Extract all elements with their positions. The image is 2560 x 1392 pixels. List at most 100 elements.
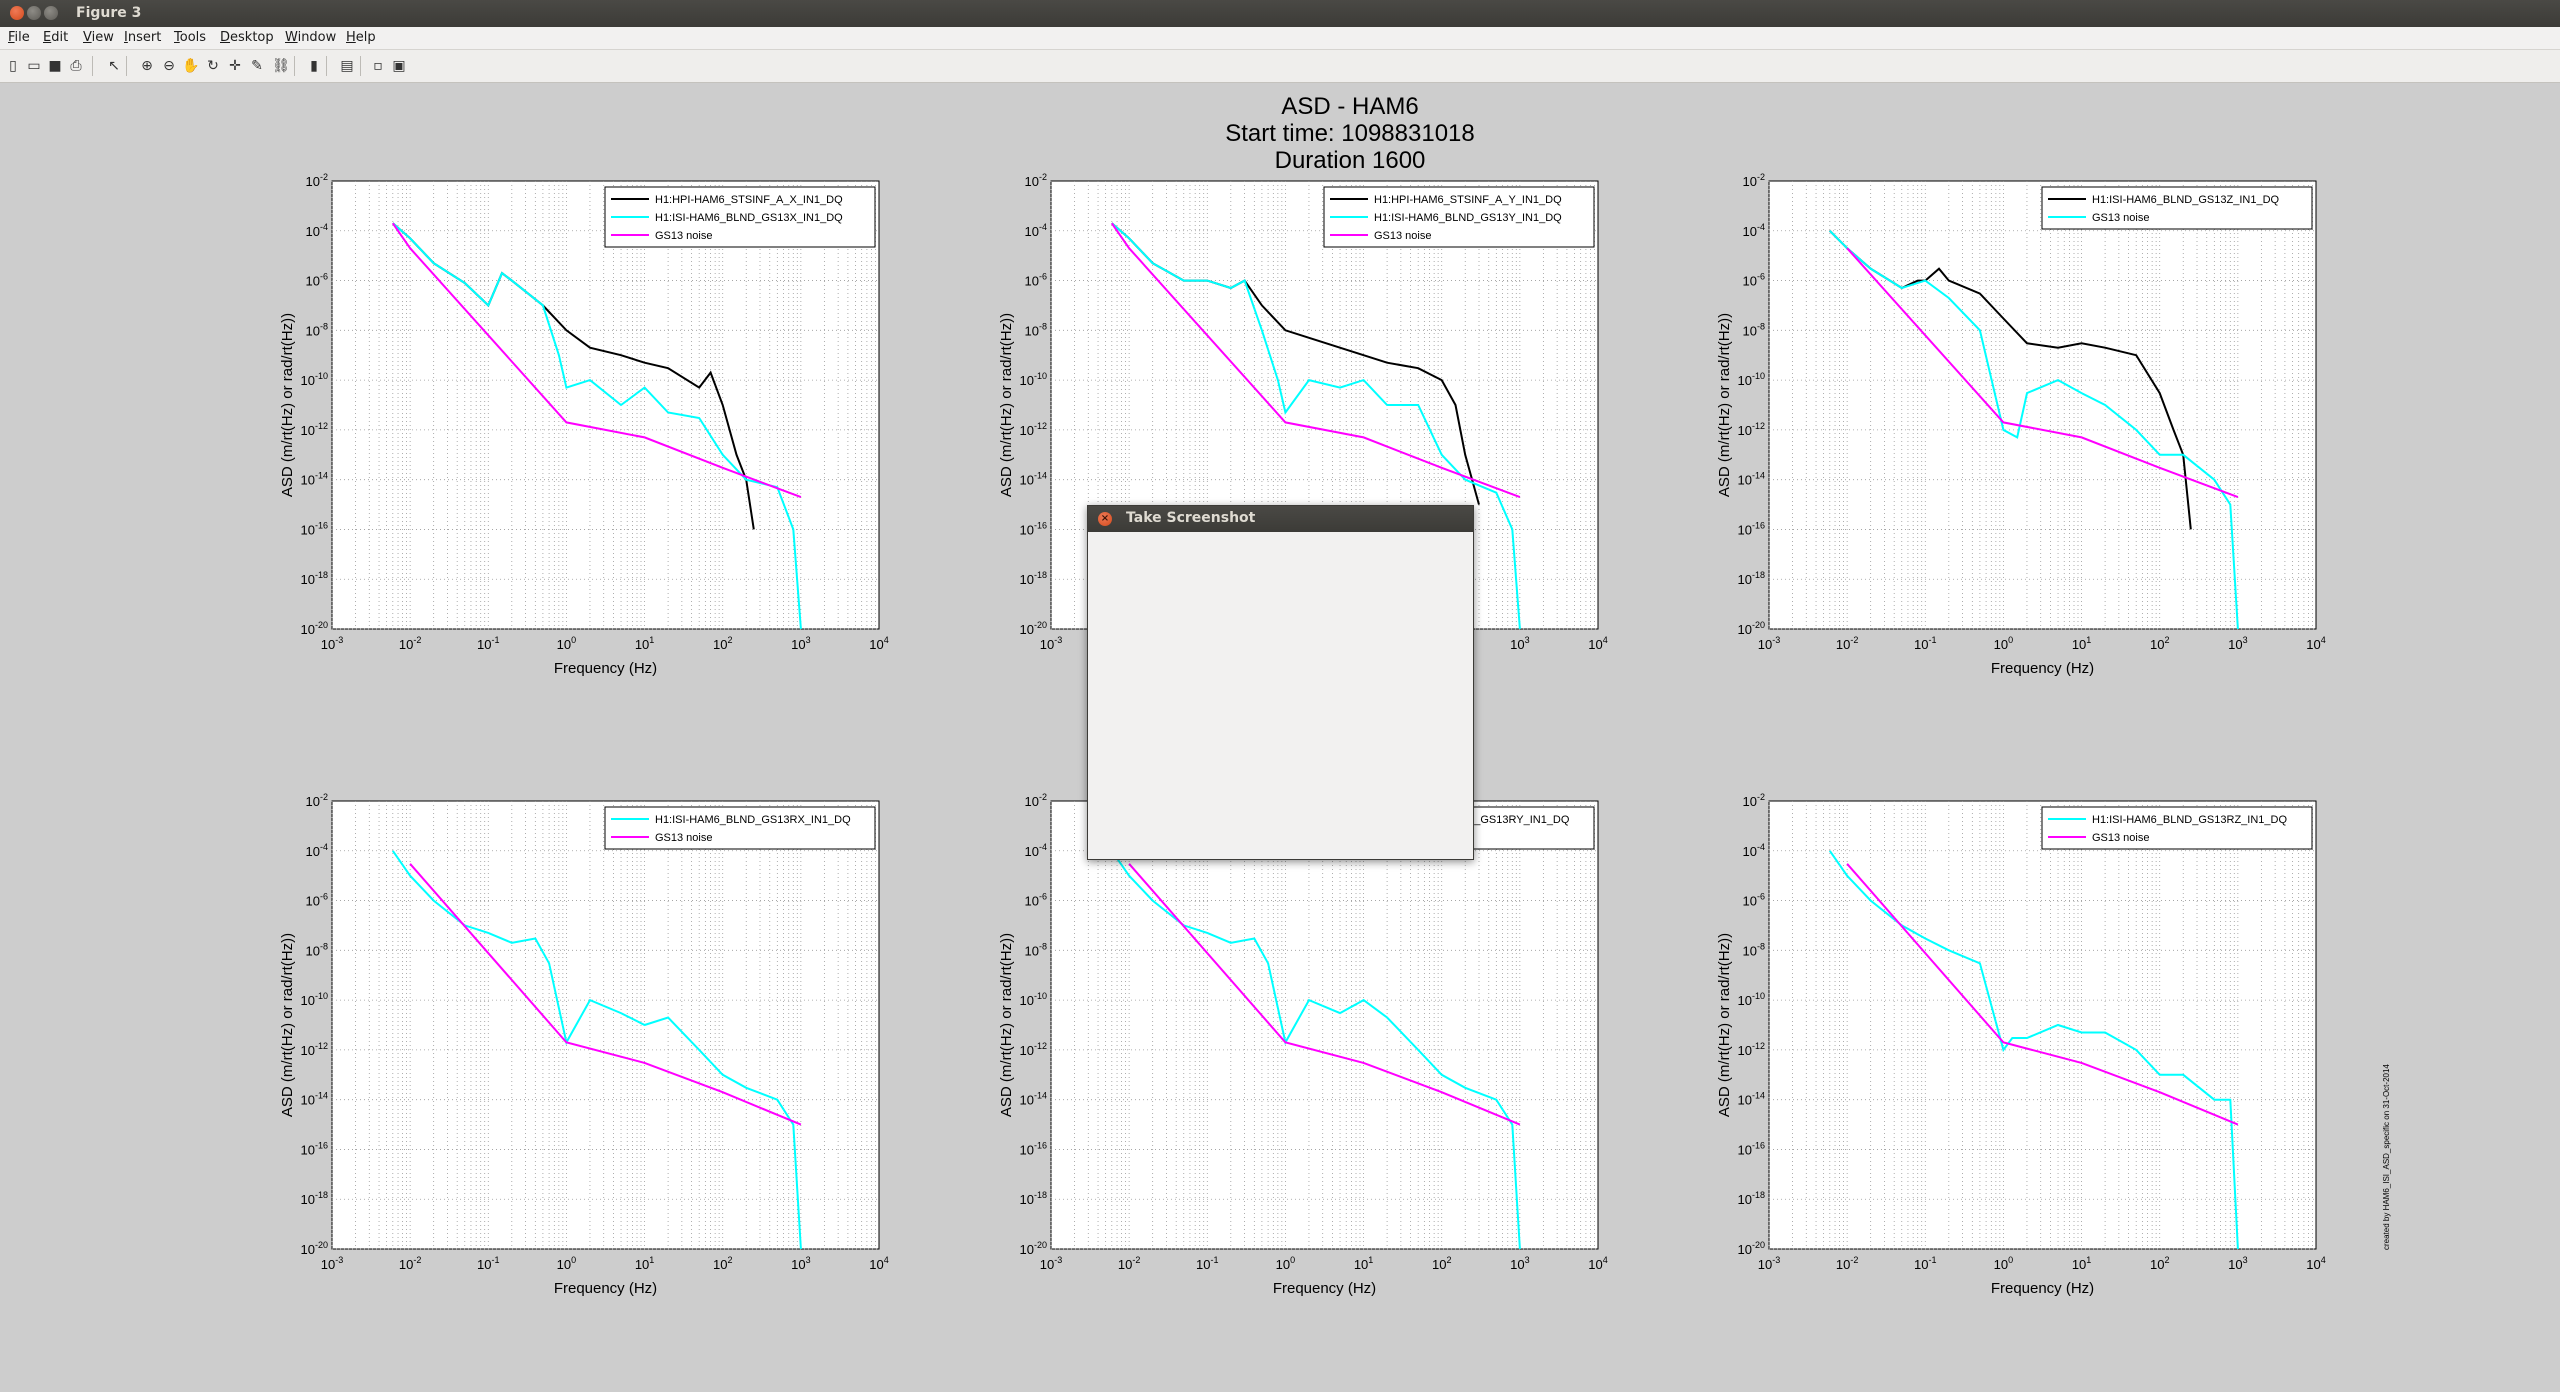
plot-axes-box [1768, 800, 2317, 1250]
x-axis-label: Frequency (Hz) [1273, 1280, 1376, 1297]
plot-legend[interactable]: H1:ISI-HAM6_BLND_GS13Z_IN1_DQ GS13 noise [2041, 186, 2313, 230]
zoom-out-icon[interactable]: ⊖ [163, 58, 175, 74]
x-tick-label: 102 [713, 1255, 732, 1272]
x-tick-label: 10-3 [321, 1255, 343, 1272]
y-tick-label: 10-2 [1025, 172, 1047, 189]
legend-icon[interactable]: ▤ [340, 58, 354, 74]
figure-title-line-3: Duration 1600 [1274, 147, 1426, 174]
y-tick-label: 10-18 [1020, 570, 1047, 587]
plot-legend[interactable]: H1:HPI-HAM6_STSINF_A_Y_IN1_DQ H1:ISI-HAM6… [1323, 186, 1595, 248]
y-tick-label: 10-18 [1020, 1190, 1047, 1207]
x-tick-label: 103 [2228, 635, 2247, 652]
y-tick-label: 10-8 [1025, 941, 1047, 958]
x-tick-label: 100 [1994, 1255, 2013, 1272]
y-tick-label: 10-12 [1020, 421, 1047, 438]
y-tick-label: 10-4 [1743, 222, 1765, 239]
pan-icon[interactable]: ✋ [182, 58, 200, 74]
y-tick-label: 10-6 [306, 272, 328, 289]
y-axis-label: ASD (m/rt(Hz) or rad/rt(Hz)) [1716, 933, 1733, 1117]
pointer-icon[interactable]: ↖ [108, 58, 120, 74]
x-tick-label: 101 [2072, 635, 2091, 652]
legend-entry: H1:ISI-HAM6_BLND_GS13X_IN1_DQ [655, 212, 843, 224]
y-tick-label: 10-14 [1738, 1091, 1765, 1108]
y-tick-label: 10-10 [301, 991, 328, 1008]
x-tick-label: 10-1 [1914, 635, 1936, 652]
show-plot-tools-icon[interactable]: ▣ [392, 58, 406, 74]
legend-entry: GS13 noise [2092, 212, 2149, 224]
menu-bar: File Edit View Insert Tools Desktop Window Help [0, 27, 2560, 50]
print-icon[interactable]: ⎙ [70, 58, 82, 74]
x-tick-label: 10-2 [1836, 635, 1858, 652]
x-tick-label: 104 [869, 635, 888, 652]
plot-axes-box [1050, 800, 1599, 1250]
menu-view[interactable]: View [83, 30, 114, 45]
x-tick-label: 103 [791, 1255, 810, 1272]
window-maximize-button[interactable] [44, 6, 58, 20]
x-tick-label: 10-1 [477, 635, 499, 652]
y-axis-label: ASD (m/rt(Hz) or rad/rt(Hz)) [998, 313, 1015, 497]
plot-legend[interactable]: H1:ISI-HAM6_BLND_GS13RX_IN1_DQ GS13 noise [604, 806, 876, 850]
colorbar-icon[interactable]: ▮ [310, 58, 318, 74]
menu-desktop[interactable]: Desktop [220, 30, 274, 45]
legend-entry: H1:HPI-HAM6_STSINF_A_X_IN1_DQ [655, 194, 843, 206]
y-tick-label: 10-2 [1743, 792, 1765, 809]
legend-entry: GS13 noise [2092, 832, 2149, 844]
plot-legend[interactable]: H1:ISI-HAM6_BLND_GS13RZ_IN1_DQ GS13 noise [2041, 806, 2313, 850]
save-icon[interactable]: ■ [48, 58, 62, 74]
y-tick-label: 10-4 [1025, 222, 1047, 239]
x-tick-label: 10-2 [1836, 1255, 1858, 1272]
x-tick-label: 104 [2306, 1255, 2325, 1272]
open-file-icon[interactable]: ▭ [27, 58, 41, 74]
plot-grid [1050, 801, 1598, 1250]
rotate-icon[interactable]: ↻ [207, 58, 219, 74]
x-tick-label: 10-2 [1118, 1255, 1140, 1272]
series-line-2 [409, 863, 802, 1126]
x-tick-label: 104 [2306, 635, 2325, 652]
asd-plot-4: 10-3 10-2 10-1 100 101 102 103 104 10-20 10-18 10-… [279, 792, 889, 1297]
y-tick-label: 10-2 [306, 792, 328, 809]
y-tick-label: 10-20 [301, 620, 328, 637]
legend-entry: H1:ISI-HAM6_BLND_GS13RX_IN1_DQ [655, 814, 851, 826]
window-minimize-button[interactable] [27, 6, 41, 20]
y-tick-label: 10-18 [301, 570, 328, 587]
plot-legend[interactable]: H1:HPI-HAM6_STSINF_A_X_IN1_DQ H1:ISI-HAM6… [604, 186, 876, 248]
y-tick-label: 10-16 [1020, 1140, 1047, 1157]
zoom-in-icon[interactable]: ⊕ [141, 58, 153, 74]
legend-entry: H1:ISI-HAM6_BLND_GS13Y_IN1_DQ [1374, 212, 1562, 224]
dialog-titlebar[interactable]: × Take Screenshot [1088, 506, 1473, 532]
toolbar-separator [92, 56, 93, 76]
x-tick-label: 102 [2150, 635, 2169, 652]
y-axis-label: ASD (m/rt(Hz) or rad/rt(Hz)) [1716, 313, 1733, 497]
take-screenshot-dialog[interactable]: × Take Screenshot [1087, 505, 1474, 860]
asd-plot-3: 10-3 10-2 10-1 100 101 102 103 104 10-20 10-18 10-… [1716, 172, 2326, 677]
series-line-2 [1829, 230, 2239, 630]
asd-plot-5: 10-3 10-2 10-1 100 101 102 103 104 10-20 10-18 10-… [998, 792, 1608, 1297]
menu-tools[interactable]: Tools [174, 30, 207, 45]
x-tick-label: 104 [1588, 635, 1607, 652]
y-tick-label: 10-20 [1020, 620, 1047, 637]
y-tick-label: 10-6 [1025, 272, 1047, 289]
menu-help[interactable]: Help [346, 30, 376, 45]
figure-title-line-2: Start time: 1098831018 [1225, 120, 1475, 147]
x-tick-label: 10-3 [1040, 635, 1062, 652]
legend-entry: GS13 noise [655, 832, 712, 844]
hide-plot-tools-icon[interactable]: ▫ [373, 58, 383, 74]
y-tick-label: 10-18 [1738, 1190, 1765, 1207]
link-icon[interactable]: ⛓ [272, 58, 290, 74]
y-tick-label: 10-8 [306, 321, 328, 338]
y-tick-label: 10-16 [301, 1140, 328, 1157]
series-line-2 [1128, 863, 1521, 1126]
menu-file[interactable]: File [8, 30, 30, 45]
dialog-close-button[interactable]: × [1098, 512, 1112, 526]
new-file-icon[interactable]: ▯ [9, 58, 17, 74]
toolbar-separator [360, 56, 361, 76]
window-close-button[interactable] [10, 6, 24, 20]
brush-icon[interactable]: ✎ [251, 58, 263, 74]
x-tick-label: 102 [2150, 1255, 2169, 1272]
x-tick-label: 101 [1354, 1255, 1373, 1272]
menu-insert[interactable]: Insert [124, 30, 162, 45]
x-tick-label: 100 [557, 635, 576, 652]
menu-window[interactable]: Window [285, 30, 337, 45]
data-cursor-icon[interactable]: ✛ [229, 58, 241, 74]
menu-edit[interactable]: Edit [43, 30, 69, 45]
